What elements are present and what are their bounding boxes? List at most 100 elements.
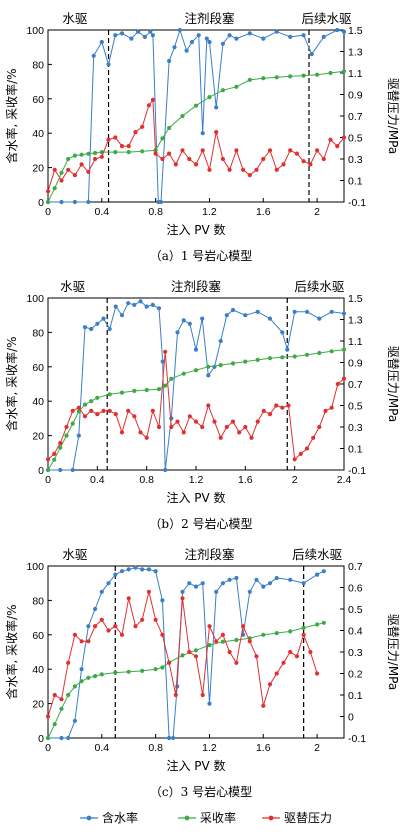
x-axis-label: 注入 PV 数 xyxy=(166,222,225,237)
y-right-tick-label: 0.4 xyxy=(348,626,363,638)
data-point xyxy=(301,159,306,164)
data-point xyxy=(95,412,100,417)
data-point xyxy=(227,33,232,38)
series-含水率 xyxy=(45,565,326,741)
data-point xyxy=(93,624,98,629)
data-point xyxy=(93,606,98,612)
data-point xyxy=(243,424,248,430)
data-point xyxy=(328,70,333,76)
data-point xyxy=(153,151,158,156)
data-point xyxy=(180,589,185,594)
data-point xyxy=(247,173,252,178)
data-point xyxy=(200,424,205,430)
x-tick-label: 0.4 xyxy=(95,206,110,218)
phase-label: 水驱 xyxy=(62,11,87,26)
data-point xyxy=(207,643,212,648)
data-point xyxy=(119,569,125,574)
data-point xyxy=(311,435,316,440)
y-left-tick-label: 100 xyxy=(26,25,44,37)
data-point xyxy=(66,156,71,162)
data-point xyxy=(274,167,279,172)
data-point xyxy=(212,419,217,424)
data-point xyxy=(317,316,322,321)
data-point xyxy=(70,408,75,413)
series-line xyxy=(48,300,345,471)
data-point xyxy=(133,565,138,570)
data-point xyxy=(200,316,205,321)
data-point xyxy=(315,72,320,77)
data-point xyxy=(254,577,259,582)
data-point xyxy=(341,311,347,316)
data-point xyxy=(315,572,320,577)
series-含水率 xyxy=(45,299,347,473)
data-point xyxy=(261,632,266,637)
data-point xyxy=(200,581,205,586)
data-point xyxy=(160,136,165,141)
y-right-tick-label: 0.5 xyxy=(348,604,363,616)
data-point xyxy=(274,671,279,676)
data-point xyxy=(206,373,211,378)
data-point xyxy=(144,435,149,440)
data-point xyxy=(59,735,64,741)
y-left-tick-label: 80 xyxy=(32,59,44,71)
data-point xyxy=(267,412,273,417)
data-point xyxy=(267,682,273,687)
data-point xyxy=(89,399,94,404)
y-left-tick-label: 60 xyxy=(32,362,44,374)
data-point xyxy=(167,151,172,156)
data-point xyxy=(169,376,174,381)
data-point xyxy=(247,31,252,36)
data-point xyxy=(214,639,219,644)
data-point xyxy=(132,388,137,393)
data-point xyxy=(329,309,334,314)
data-point xyxy=(181,318,186,323)
data-point xyxy=(76,405,81,410)
series-line xyxy=(47,351,345,461)
y-left-axis-label: 含水率, 采收率/% xyxy=(4,68,19,163)
data-point xyxy=(86,169,91,174)
data-point xyxy=(171,735,176,741)
data-point xyxy=(113,304,118,309)
data-point xyxy=(301,581,306,586)
data-point xyxy=(150,302,155,307)
y-right-tick-label: 0.5 xyxy=(348,133,363,145)
data-point xyxy=(230,419,236,424)
data-point xyxy=(59,706,64,711)
data-point xyxy=(113,412,118,417)
x-tick-label: 1.6 xyxy=(238,474,253,486)
data-point xyxy=(288,34,293,40)
y-right-tick-label: 1.1 xyxy=(348,336,363,348)
data-point xyxy=(172,45,177,50)
data-point xyxy=(106,137,111,142)
data-point xyxy=(64,424,69,430)
data-point xyxy=(267,148,273,153)
data-point xyxy=(167,125,172,131)
y-left-axis-label: 含水率, 采收率/% xyxy=(4,336,19,431)
data-point xyxy=(193,654,199,659)
data-point xyxy=(106,62,111,67)
x-tick-label: 2 xyxy=(314,742,320,754)
y-left-tick-label: 80 xyxy=(32,327,44,339)
data-point xyxy=(187,649,192,655)
y-right-tick-label: 0.5 xyxy=(348,401,363,413)
data-point xyxy=(79,162,84,167)
data-point xyxy=(220,581,225,586)
series-驱替压力 xyxy=(45,97,347,194)
y-right-axis-label: 驱替压力/MPa xyxy=(386,346,400,422)
data-point xyxy=(243,359,248,364)
data-point xyxy=(280,355,285,360)
data-point xyxy=(113,624,118,629)
data-point xyxy=(294,654,299,659)
data-point xyxy=(321,156,326,162)
data-point xyxy=(292,309,297,314)
data-point xyxy=(292,354,297,359)
data-point xyxy=(207,701,212,706)
data-point xyxy=(52,186,57,191)
data-point xyxy=(315,671,320,676)
data-point xyxy=(163,349,168,354)
y-left-tick-label: 0 xyxy=(38,733,44,745)
y-left-tick-label: 60 xyxy=(32,630,44,642)
data-point xyxy=(207,624,212,629)
data-point xyxy=(207,95,212,100)
data-point xyxy=(126,669,131,674)
